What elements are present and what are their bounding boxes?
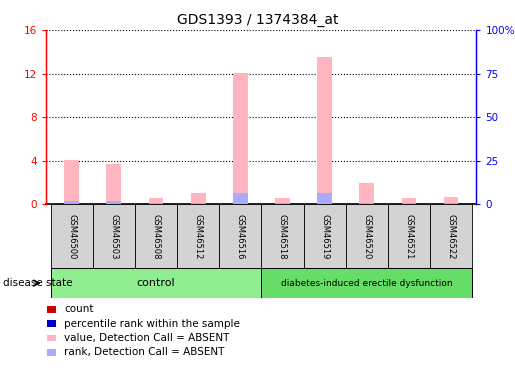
FancyBboxPatch shape: [261, 204, 303, 268]
Bar: [402, 203, 416, 204]
Text: rank, Detection Call = ABSENT: rank, Detection Call = ABSENT: [64, 347, 225, 357]
Text: count: count: [64, 304, 94, 314]
Bar: [317, 57, 332, 204]
Bar: [233, 72, 248, 204]
Bar: [359, 203, 374, 204]
Text: GSM46508: GSM46508: [151, 213, 161, 259]
Text: GDS1393 / 1374384_at: GDS1393 / 1374384_at: [177, 13, 338, 27]
Bar: [149, 203, 163, 204]
Text: GSM46518: GSM46518: [278, 213, 287, 259]
Bar: [191, 194, 205, 204]
Text: GSM46519: GSM46519: [320, 214, 329, 259]
Text: disease state: disease state: [3, 278, 72, 288]
Bar: [275, 203, 290, 204]
Text: GSM46500: GSM46500: [67, 214, 76, 259]
Bar: [402, 198, 416, 204]
Bar: [444, 197, 458, 204]
Text: control: control: [136, 278, 175, 288]
FancyBboxPatch shape: [50, 268, 261, 298]
FancyBboxPatch shape: [50, 204, 93, 268]
Text: GSM46521: GSM46521: [404, 214, 414, 259]
Bar: [444, 203, 458, 204]
Text: GSM46512: GSM46512: [194, 214, 202, 259]
Bar: [275, 198, 290, 204]
FancyBboxPatch shape: [388, 204, 430, 268]
FancyBboxPatch shape: [346, 204, 388, 268]
Bar: [233, 194, 248, 204]
Bar: [64, 160, 79, 204]
Text: GSM46520: GSM46520: [362, 214, 371, 259]
Text: value, Detection Call = ABSENT: value, Detection Call = ABSENT: [64, 333, 230, 343]
Bar: [149, 198, 163, 204]
Text: GSM46503: GSM46503: [109, 213, 118, 259]
Text: diabetes-induced erectile dysfunction: diabetes-induced erectile dysfunction: [281, 279, 453, 288]
Bar: [317, 194, 332, 204]
Text: GSM46522: GSM46522: [447, 214, 456, 259]
Bar: [107, 164, 121, 204]
FancyBboxPatch shape: [177, 204, 219, 268]
Bar: [107, 201, 121, 204]
Bar: [191, 203, 205, 204]
FancyBboxPatch shape: [93, 204, 135, 268]
FancyBboxPatch shape: [219, 204, 261, 268]
Bar: [359, 183, 374, 204]
FancyBboxPatch shape: [430, 204, 472, 268]
Text: percentile rank within the sample: percentile rank within the sample: [64, 319, 241, 328]
Text: GSM46516: GSM46516: [236, 213, 245, 259]
FancyBboxPatch shape: [135, 204, 177, 268]
FancyBboxPatch shape: [303, 204, 346, 268]
FancyBboxPatch shape: [261, 268, 472, 298]
Bar: [64, 201, 79, 204]
